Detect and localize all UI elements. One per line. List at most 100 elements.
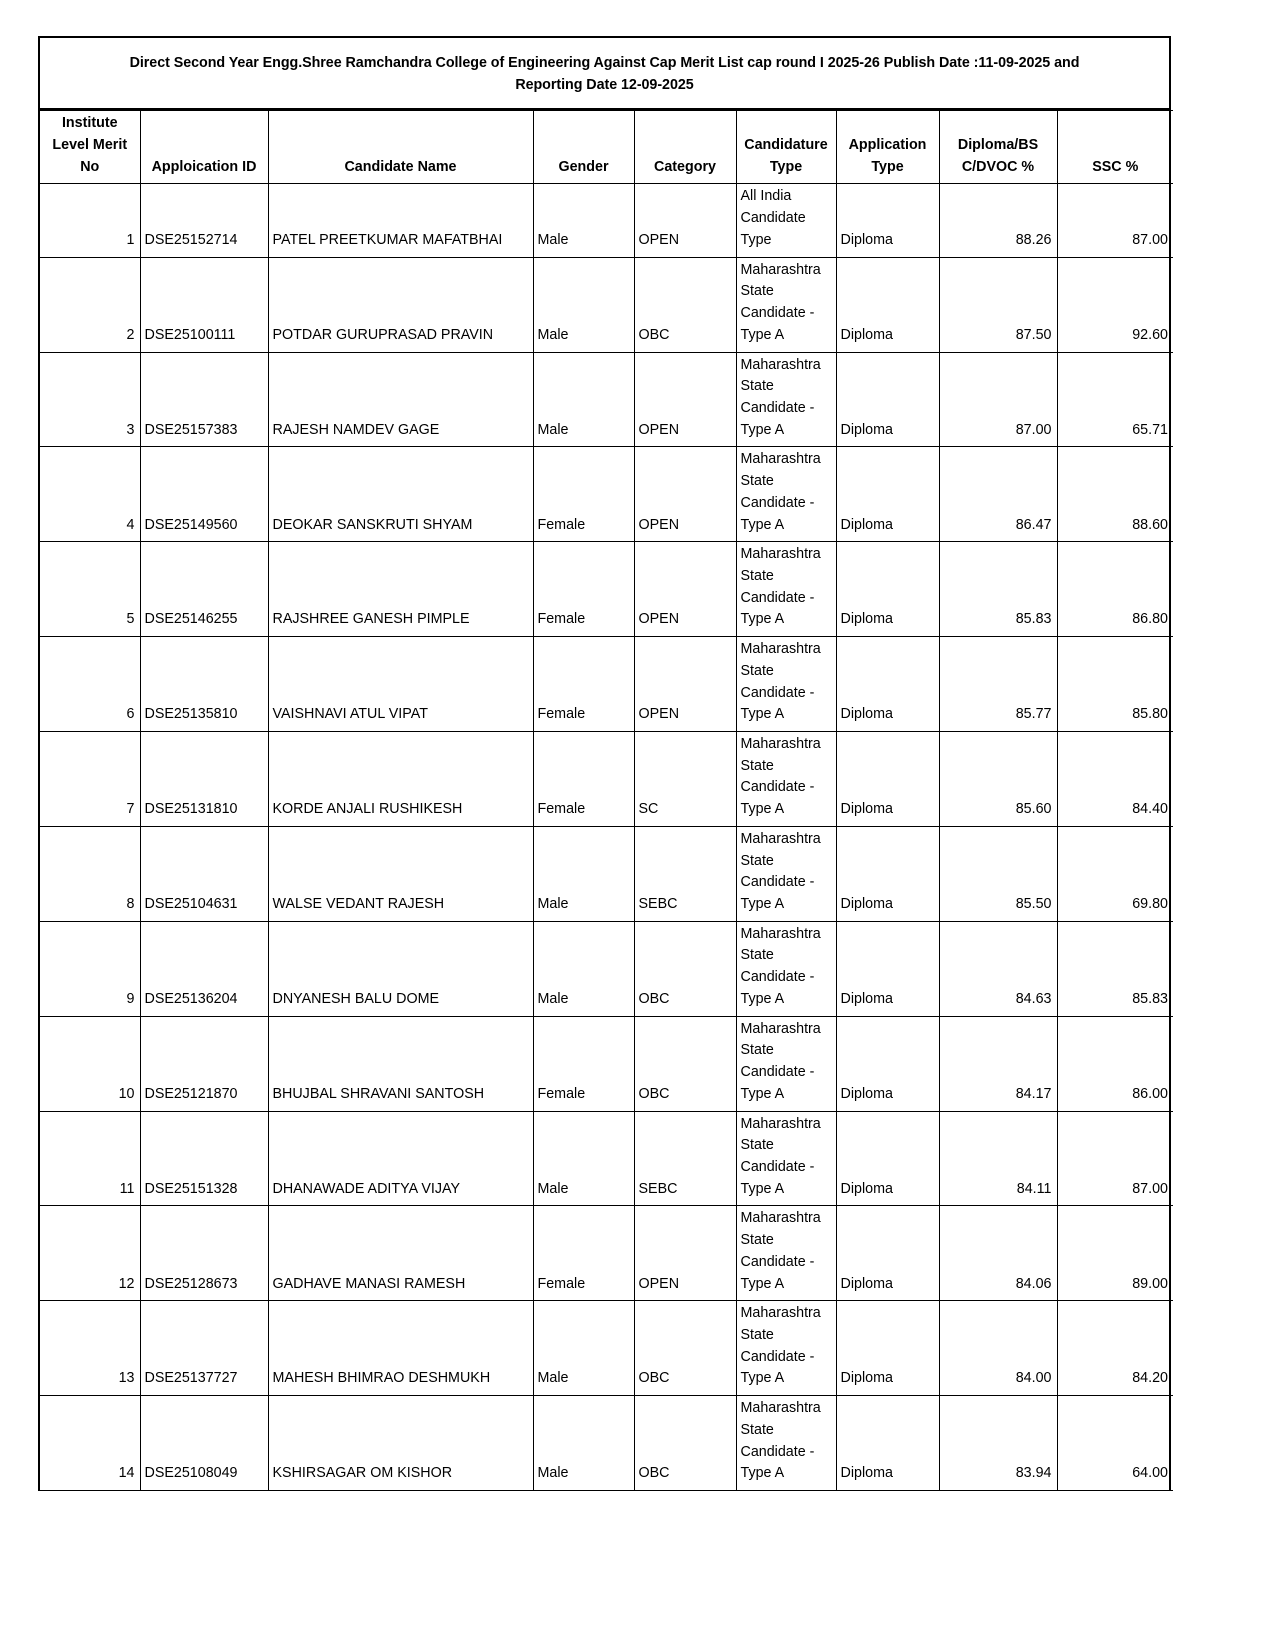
table-row[interactable]: 14 DSE25108049 KSHIRSAGAR OM KISHOR Male OBC…	[40, 1395, 1173, 1491]
merit-list-sheet: Direct Second Year Engg.Shree Ramchandra…	[38, 36, 1173, 1491]
candidature-type-cell-value: Maharashtra State Candidate - Type A	[740, 830, 821, 913]
category-cell: SEBC	[633, 1110, 737, 1207]
col-header-candidature-type: Candidature Type	[735, 110, 837, 185]
candidature-type-cell: Maharashtra State Candidate - Type A	[735, 731, 837, 827]
category-cell: SC	[633, 731, 737, 827]
diploma-pct-cell: 84.11	[938, 1110, 1058, 1207]
application-type-cell-value: Diploma	[840, 1370, 893, 1387]
candidature-type-cell: Maharashtra State Candidate - Type A	[735, 920, 837, 1017]
ssc-pct-cell-value: 87.00	[1132, 231, 1168, 248]
table-row[interactable]: 2 DSE25100111 POTDAR GURUPRASAD PRAVIN Male…	[40, 256, 1173, 353]
diploma-pct-cell: 87.50	[938, 256, 1058, 353]
merit-no-cell-value: 14	[118, 1465, 135, 1482]
candidature-type-cell: All India Candidate Type	[735, 183, 837, 258]
candidature-type-cell-value: Maharashtra State Candidate - Type A	[740, 1115, 821, 1197]
table-row[interactable]: 8 DSE25104631 WALSE VEDANT RAJESH Male SEBC M…	[40, 825, 1173, 922]
col-header-merit-no-line-2: Level Merit	[52, 137, 128, 154]
gender-cell: Female	[532, 636, 635, 732]
category-cell: OBC	[633, 920, 737, 1017]
application-id-cell: DSE25131810	[139, 731, 269, 827]
category-cell-value: OPEN	[638, 231, 680, 248]
candidate-name-cell-value: RAJESH NAMDEV GAGE	[272, 421, 440, 438]
diploma-pct-cell: 85.50	[938, 825, 1058, 922]
candidate-name-cell: DHANAWADE ADITYA VIJAY	[267, 1110, 534, 1207]
header-row: Institute Level Merit No Apploication ID…	[40, 110, 1173, 185]
category-cell-value: OBC	[638, 326, 670, 343]
table-row[interactable]: 10 DSE25121870 BHUJBAL SHRAVANI SANTOSH Fem…	[40, 1015, 1173, 1112]
diploma-pct-cell: 85.77	[938, 636, 1058, 732]
ssc-pct-cell: 86.80	[1056, 541, 1173, 638]
diploma-pct-cell: 84.00	[938, 1300, 1058, 1397]
category-cell-value: OBC	[638, 1085, 670, 1102]
col-header-candidature-type-line-2: Type	[769, 158, 803, 175]
candidature-type-cell-value: Maharashtra State Candidate - Type A	[740, 641, 821, 723]
gender-cell-value: Male	[537, 1465, 569, 1482]
gender-cell: Female	[532, 1205, 635, 1302]
application-type-cell: Diploma	[835, 256, 940, 353]
col-header-application-type: Application Type	[835, 110, 940, 185]
candidate-name-cell-value: KORDE ANJALI RUSHIKESH	[272, 801, 463, 818]
category-cell: OBC	[633, 1300, 737, 1397]
table-row[interactable]: 12 DSE25128673 GADHAVE MANASI RAMESH Female…	[40, 1205, 1173, 1302]
application-id-cell-value: DSE25135810	[144, 706, 238, 723]
category-cell: OPEN	[633, 446, 737, 543]
col-header-candidate-name: Candidate Name	[267, 110, 534, 185]
application-id-cell-value: DSE25152714	[144, 231, 238, 248]
gender-cell: Male	[532, 1300, 635, 1397]
table-row[interactable]: 5 DSE25146255 RAJSHREE GANESH PIMPLE Female…	[40, 541, 1173, 638]
application-type-cell-value: Diploma	[840, 1465, 893, 1482]
ssc-pct-cell: 85.83	[1056, 920, 1173, 1017]
candidature-type-cell-value: Maharashtra State Candidate - Type A	[740, 356, 821, 438]
col-header-ssc-pct: SSC %	[1056, 110, 1173, 185]
table-row[interactable]: 13 DSE25137727 MAHESH BHIMRAO DESHMUKH Male…	[40, 1300, 1173, 1397]
table-row[interactable]: 11 DSE25151328 DHANAWADE ADITYA VIJAY Male S…	[40, 1110, 1173, 1207]
ssc-pct-cell-value: 92.60	[1132, 326, 1168, 343]
application-type-cell-value: Diploma	[840, 1180, 893, 1197]
application-type-cell: Diploma	[835, 446, 940, 543]
candidate-name-cell-value: BHUJBAL SHRAVANI SANTOSH	[272, 1085, 485, 1102]
merit-no-cell: 8	[40, 825, 141, 922]
category-cell: OBC	[633, 1015, 737, 1112]
application-type-cell-value: Diploma	[840, 421, 893, 438]
merit-no-cell: 5	[40, 541, 141, 638]
gender-cell-value: Male	[537, 896, 569, 913]
category-cell-value: OBC	[638, 1370, 670, 1387]
diploma-pct-cell-value: 85.83	[1015, 611, 1052, 628]
application-type-cell: Diploma	[835, 825, 940, 922]
merit-no-cell: 10	[40, 1015, 141, 1112]
candidature-type-cell: Maharashtra State Candidate - Type A	[735, 351, 837, 448]
merit-no-cell-value: 4	[126, 516, 135, 533]
candidature-type-cell-value: Maharashtra State Candidate - Type A	[740, 451, 821, 533]
diploma-pct-cell-value: 87.00	[1015, 421, 1052, 438]
diploma-pct-cell-value: 83.94	[1015, 1465, 1052, 1482]
table-row[interactable]: 1 DSE25152714 PATEL PREETKUMAR MAFATBHAI Ma…	[40, 183, 1173, 258]
candidate-name-cell: GADHAVE MANASI RAMESH	[267, 1205, 534, 1302]
ssc-pct-cell-value: 69.80	[1132, 896, 1168, 913]
document-title: Direct Second Year Engg.Shree Ramchandra…	[40, 38, 1169, 111]
table-row[interactable]: 6 DSE25135810 VAISHNAVI ATUL VIPAT Female OP…	[40, 636, 1173, 732]
merit-table-head: Institute Level Merit No Apploication ID…	[40, 110, 1173, 185]
candidature-type-cell-value: Maharashtra State Candidate - Type A	[740, 736, 821, 818]
application-type-cell-value: Diploma	[840, 611, 893, 628]
application-type-cell-value: Diploma	[840, 326, 893, 343]
merit-no-cell-value: 10	[118, 1085, 135, 1102]
application-id-cell: DSE25151328	[139, 1110, 269, 1207]
table-row[interactable]: 3 DSE25157383 RAJESH NAMDEV GAGE Male OPEN Ma…	[40, 351, 1173, 448]
diploma-pct-cell: 83.94	[938, 1395, 1058, 1491]
merit-no-cell: 6	[40, 636, 141, 732]
table-row[interactable]: 7 DSE25131810 KORDE ANJALI RUSHIKESH Female…	[40, 731, 1173, 827]
application-id-cell: DSE25128673	[139, 1205, 269, 1302]
ssc-pct-cell: 86.00	[1056, 1015, 1173, 1112]
candidate-name-cell-value: POTDAR GURUPRASAD PRAVIN	[272, 326, 494, 343]
merit-no-cell-value: 9	[126, 990, 135, 1007]
application-id-cell-value: DSE25136204	[144, 990, 238, 1007]
gender-cell: Male	[532, 256, 635, 353]
table-row[interactable]: 4 DSE25149560 DEOKAR SANSKRUTI SHYAM Female…	[40, 446, 1173, 543]
table-row[interactable]: 9 DSE25136204 DNYANESH BALU DOME Male OBC Mah…	[40, 920, 1173, 1017]
ssc-pct-cell-value: 88.60	[1132, 516, 1168, 533]
merit-no-cell: 13	[40, 1300, 141, 1397]
gender-cell-value: Male	[537, 1180, 569, 1197]
merit-no-cell-value: 2	[126, 326, 135, 343]
candidature-type-cell-value: Maharashtra State Candidate - Type A	[740, 546, 821, 628]
merit-no-cell-value: 11	[119, 1180, 135, 1197]
